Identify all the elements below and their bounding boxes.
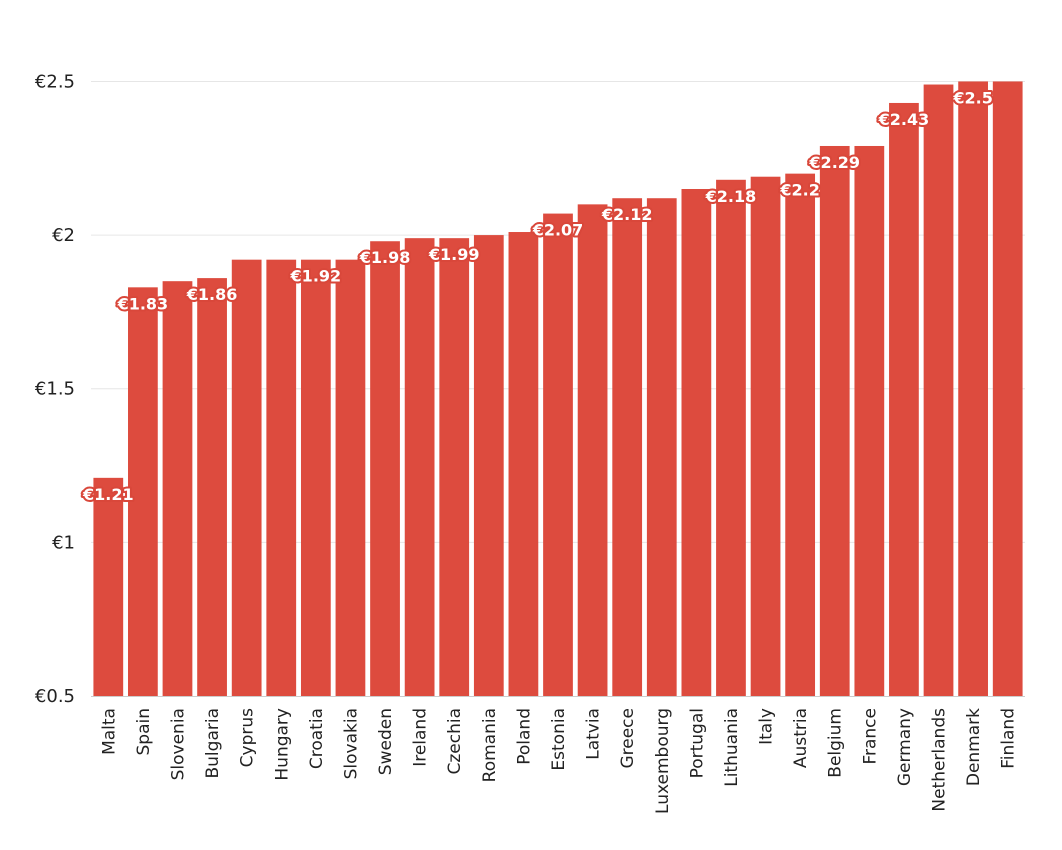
data-label: €1.92 [290, 267, 342, 286]
x-category-label: Germany [895, 708, 915, 786]
bar [404, 238, 435, 696]
x-category-label: Hungary [272, 708, 292, 781]
bar [854, 145, 885, 696]
x-category-label: Italy [757, 708, 777, 745]
x-category-label: Sweden [376, 708, 396, 775]
x-category-label: Slovenia [168, 708, 188, 780]
x-category-label: Greece [618, 708, 638, 769]
bar [681, 189, 712, 696]
data-label: €1.86 [186, 285, 238, 304]
bar [473, 235, 504, 696]
x-category-label: Latvia [584, 708, 604, 760]
bar [923, 84, 954, 696]
data-label: €1.99 [428, 245, 480, 264]
bar [577, 204, 608, 696]
bar [612, 198, 643, 696]
y-tick-label: €0.5 [35, 686, 75, 707]
y-tick-label: €1 [52, 532, 75, 553]
bar [750, 176, 781, 696]
x-category-label: Austria [791, 708, 811, 768]
data-labels: €1.21 €1.83 €1.86 €1.92 €1.98 €1.99 €2.07 €2.12… [80, 86, 995, 505]
y-tick-label: €2.5 [35, 71, 75, 92]
bar [93, 477, 124, 696]
bar [992, 81, 1023, 697]
x-category-label: Portugal [687, 708, 707, 778]
x-category-label: Malta [99, 708, 119, 755]
bar [819, 145, 850, 696]
bar [370, 241, 400, 696]
bar [335, 259, 366, 696]
bar [785, 173, 816, 697]
x-category-label: Czechia [445, 708, 465, 775]
bar [162, 281, 193, 696]
bar [197, 278, 227, 696]
data-label: €2.12 [601, 205, 653, 224]
x-category-label: France [860, 708, 880, 765]
x-category-label: Slovakia [341, 708, 361, 779]
bar [508, 232, 539, 696]
bar [543, 213, 573, 696]
x-category-label: Luxembourg [653, 708, 673, 814]
x-category-label: Spain [134, 708, 154, 756]
data-label: €1.21 [82, 485, 134, 504]
data-label: €2.5 [952, 88, 992, 107]
y-tick-label: €2 [52, 225, 75, 246]
x-axis-labels: Malta Spain Slovenia Bulgaria Cyprus Hungary C… [99, 708, 1018, 814]
x-category-label: Poland [514, 708, 534, 765]
x-category-label: Finland [999, 708, 1019, 769]
bar [958, 81, 988, 697]
data-label: €2.43 [878, 110, 930, 129]
x-category-label: Denmark [964, 708, 984, 786]
x-category-label: Ireland [411, 708, 431, 767]
bar [439, 238, 470, 696]
bar [128, 287, 158, 696]
bar [716, 179, 746, 697]
data-label: €2.2 [779, 181, 819, 200]
data-label: €2.07 [532, 221, 584, 240]
bar [889, 102, 919, 697]
bars [93, 81, 1023, 697]
bar [266, 259, 297, 696]
data-label: €2.18 [705, 187, 757, 206]
y-axis-ticks: €0.5 €1 €1.5 €2 €2.5 [35, 71, 75, 707]
x-category-label: Lithuania [722, 708, 742, 787]
bar [300, 259, 331, 696]
x-category-label: Netherlands [930, 708, 950, 812]
x-category-label: Belgium [826, 708, 846, 778]
data-label: €2.29 [808, 153, 860, 172]
x-category-label: Estonia [549, 708, 569, 771]
y-tick-label: €1.5 [35, 379, 75, 400]
data-label: €1.98 [359, 248, 411, 267]
x-category-label: Croatia [307, 708, 327, 769]
x-category-label: Cyprus [238, 708, 258, 767]
x-category-label: Romania [480, 708, 500, 782]
bar [231, 259, 262, 696]
bar [646, 198, 677, 696]
x-category-label: Bulgaria [203, 708, 223, 779]
data-label: €1.83 [117, 294, 169, 313]
